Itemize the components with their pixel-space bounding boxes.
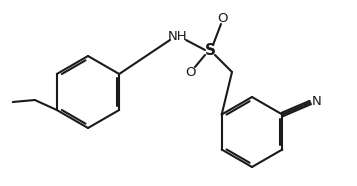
Text: S: S	[205, 42, 216, 57]
Text: O: O	[185, 65, 195, 78]
Text: NH: NH	[168, 30, 188, 42]
Text: N: N	[311, 95, 321, 108]
Text: O: O	[217, 12, 227, 25]
